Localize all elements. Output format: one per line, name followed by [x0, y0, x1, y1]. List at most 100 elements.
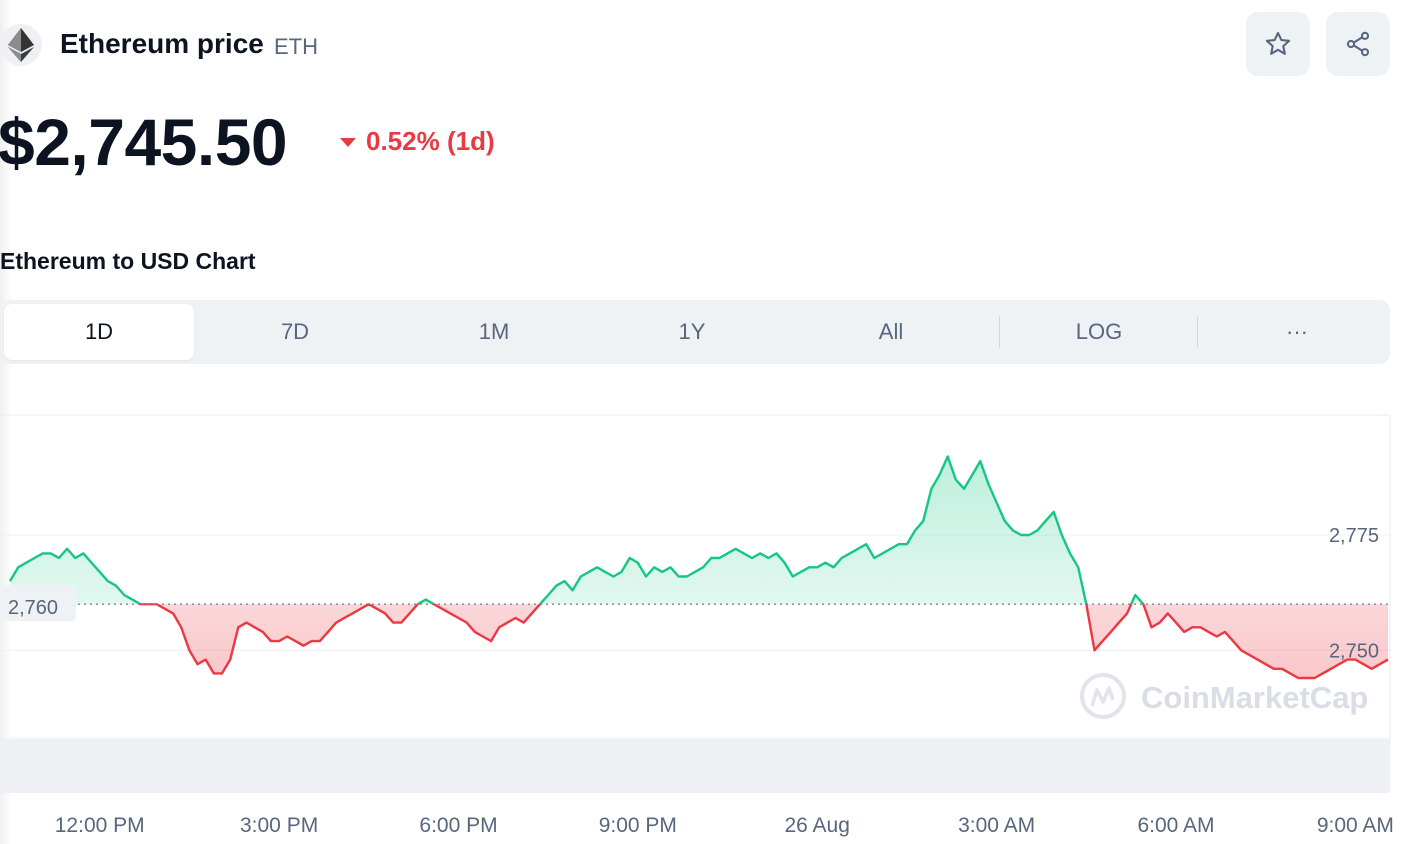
price-change: 0.52% (1d) [366, 126, 495, 156]
price-point [278, 640, 280, 642]
coinmarketcap-watermark [1080, 673, 1126, 719]
price-point [637, 562, 639, 564]
coin-symbol: ETH [274, 34, 318, 59]
price-point [156, 603, 158, 605]
price-point [1265, 663, 1267, 665]
price-point [213, 672, 215, 674]
price-point [841, 557, 843, 559]
price-point [1362, 663, 1364, 665]
price-point [1305, 677, 1307, 679]
price-point [914, 529, 916, 531]
price-point [286, 635, 288, 637]
price-point [9, 580, 11, 582]
price-point [767, 557, 769, 559]
price-point [629, 557, 631, 559]
more-options-button[interactable]: ··· [1286, 319, 1308, 344]
price-point [653, 566, 655, 568]
price-point [359, 608, 361, 610]
price-point [188, 649, 190, 651]
price-point [147, 603, 149, 605]
price-point [115, 585, 117, 587]
price-point [514, 617, 516, 619]
price-point [319, 640, 321, 642]
price-point [408, 612, 410, 614]
price-point [1126, 612, 1128, 614]
price-point [465, 621, 467, 623]
price-point [1297, 677, 1299, 679]
price-point [1313, 677, 1315, 679]
price-point [506, 621, 508, 623]
price-point [531, 612, 533, 614]
baseline-label-bg [0, 585, 76, 622]
price-point [1085, 603, 1087, 605]
price-point [612, 575, 614, 577]
price-point [1240, 649, 1242, 651]
price-point [1199, 626, 1201, 628]
baseline-label: 2,760 [8, 597, 58, 619]
price-point [262, 631, 264, 633]
price-area-below-baseline [10, 604, 1388, 678]
tab-log[interactable]: LOG [1075, 319, 1123, 344]
price-point [392, 621, 394, 623]
price-point [1330, 668, 1332, 670]
price-point [1371, 668, 1373, 670]
watchlist-star-button[interactable] [1246, 12, 1310, 76]
current-price: $2,745.50 [0, 105, 288, 179]
price-point [90, 562, 92, 564]
coinmarketcap-watermark-text: CoinMarketCap [1141, 680, 1368, 715]
price-point [82, 552, 84, 554]
x-tick-label: 6:00 AM [1137, 814, 1214, 837]
price-point [441, 608, 443, 610]
tab-1y[interactable]: 1Y [678, 319, 706, 344]
price-point [563, 580, 565, 582]
price-point [41, 552, 43, 554]
price-point [889, 548, 891, 550]
price-point [710, 557, 712, 559]
price-point [588, 571, 590, 573]
price-point [343, 617, 345, 619]
price-point [906, 543, 908, 545]
tab-1m[interactable]: 1M [478, 319, 510, 344]
x-tick-label: 9:00 PM [599, 814, 677, 837]
x-tick-label: 9:00 AM [1317, 814, 1394, 837]
price-point [131, 598, 133, 600]
price-point [58, 557, 60, 559]
price-point [987, 483, 989, 485]
x-tick-label: 3:00 AM [958, 814, 1035, 837]
price-point [449, 612, 451, 614]
price-point [547, 594, 549, 596]
price-point [1142, 603, 1144, 605]
price-point [539, 603, 541, 605]
share-button[interactable] [1326, 12, 1390, 76]
price-point [604, 571, 606, 573]
tab-divider [999, 316, 1000, 348]
price-point [270, 640, 272, 642]
tab-7d[interactable]: 7D [280, 319, 310, 344]
price-point [311, 640, 313, 642]
price-point [1012, 529, 1014, 531]
price-point [645, 575, 647, 577]
eth-price-chart[interactable]: 2,775 2,750 2,760 CoinMarketCap 12:00 PM 3:00… [0, 400, 1418, 844]
x-tick-label: 6:00 PM [419, 814, 497, 837]
price-point [139, 603, 141, 605]
price-point [180, 626, 182, 628]
tab-all[interactable]: All [878, 319, 904, 344]
price-point [1044, 520, 1046, 522]
price-point [327, 631, 329, 633]
price-point [1061, 534, 1063, 536]
price-point [74, 557, 76, 559]
price-point [963, 488, 965, 490]
price-point [800, 571, 802, 573]
price-point [792, 575, 794, 577]
price-point [873, 557, 875, 559]
price-point [775, 552, 777, 554]
x-tick-label: 3:00 PM [240, 814, 318, 837]
price-point [580, 575, 582, 577]
tab-1d[interactable]: 1D [4, 304, 194, 360]
price-point [245, 621, 247, 623]
price-point [824, 562, 826, 564]
time-range-tabs: 1D 7D 1M 1Y All LOG ··· [0, 300, 1390, 364]
price-point [694, 571, 696, 573]
price-point [832, 566, 834, 568]
price-point [677, 575, 679, 577]
